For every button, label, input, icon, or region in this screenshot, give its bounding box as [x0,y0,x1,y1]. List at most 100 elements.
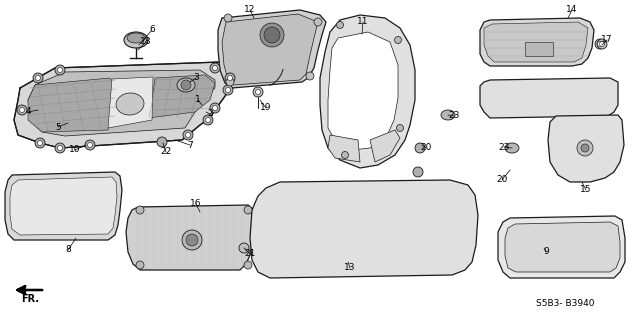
Text: FR.: FR. [21,294,39,304]
Circle shape [186,132,191,137]
Polygon shape [328,135,360,162]
Circle shape [224,14,232,22]
Polygon shape [484,22,588,62]
Ellipse shape [127,33,145,43]
Circle shape [157,137,167,147]
Circle shape [58,68,63,72]
Circle shape [210,103,220,113]
Polygon shape [320,15,415,168]
Text: 17: 17 [601,35,612,44]
Circle shape [394,36,401,43]
Polygon shape [505,222,620,272]
Polygon shape [222,14,318,85]
Circle shape [33,73,43,83]
Circle shape [264,27,280,43]
Circle shape [597,39,607,49]
Bar [525,42,553,56]
Ellipse shape [505,143,519,153]
Circle shape [260,23,284,47]
Circle shape [38,140,42,145]
Text: 9: 9 [543,248,549,256]
Circle shape [577,140,593,156]
Text: 23: 23 [499,143,509,152]
Circle shape [225,73,235,83]
Text: 4: 4 [25,108,31,116]
Circle shape [397,124,403,131]
Circle shape [598,41,602,47]
Text: 2: 2 [207,109,213,118]
Circle shape [314,18,322,26]
Text: 1: 1 [195,95,201,105]
Polygon shape [14,62,242,148]
Circle shape [413,167,423,177]
Text: 16: 16 [190,199,202,209]
Circle shape [225,87,230,93]
Text: 14: 14 [566,5,578,14]
Circle shape [136,261,144,269]
Circle shape [136,206,144,214]
Circle shape [55,65,65,75]
Circle shape [203,115,213,125]
Polygon shape [480,78,618,118]
Circle shape [342,152,349,159]
Circle shape [253,87,263,97]
Circle shape [223,85,233,95]
Circle shape [581,144,589,152]
Polygon shape [148,75,215,118]
Circle shape [600,41,605,47]
Circle shape [35,76,40,80]
Polygon shape [328,32,398,150]
Circle shape [226,78,234,86]
Circle shape [255,90,260,94]
Text: 8: 8 [65,246,71,255]
Circle shape [17,105,27,115]
Text: 20: 20 [420,144,432,152]
Polygon shape [498,216,625,278]
Circle shape [182,230,202,250]
Circle shape [186,234,198,246]
Circle shape [244,206,252,214]
Text: 19: 19 [260,103,272,113]
Polygon shape [108,77,153,128]
Circle shape [205,117,211,122]
Text: 13: 13 [344,263,356,272]
Polygon shape [480,18,594,66]
Circle shape [244,261,252,269]
Circle shape [19,108,24,113]
Circle shape [85,140,95,150]
Polygon shape [250,180,478,278]
Circle shape [227,76,232,80]
Circle shape [183,130,193,140]
Text: 15: 15 [580,186,592,195]
Text: 3: 3 [193,73,199,83]
Circle shape [337,21,344,28]
Polygon shape [370,130,400,162]
Text: 5: 5 [55,122,61,131]
Text: 6: 6 [149,26,155,34]
Text: 18: 18 [140,38,152,47]
Circle shape [88,143,93,147]
Ellipse shape [177,78,195,92]
Circle shape [212,65,218,70]
Polygon shape [28,70,215,136]
Circle shape [595,39,605,49]
Polygon shape [548,115,624,182]
Polygon shape [10,177,117,235]
Circle shape [415,143,425,153]
Polygon shape [218,10,326,88]
Circle shape [210,63,220,73]
Polygon shape [28,78,118,132]
Text: 20: 20 [496,175,508,184]
Ellipse shape [441,110,455,120]
Polygon shape [126,205,256,270]
Text: 7: 7 [187,140,193,150]
Circle shape [239,243,249,253]
Circle shape [55,143,65,153]
Circle shape [212,106,218,110]
Ellipse shape [124,32,148,48]
Text: 22: 22 [161,147,172,157]
Ellipse shape [116,93,144,115]
Text: 21: 21 [244,249,256,258]
Text: 11: 11 [357,18,369,26]
Circle shape [35,138,45,148]
